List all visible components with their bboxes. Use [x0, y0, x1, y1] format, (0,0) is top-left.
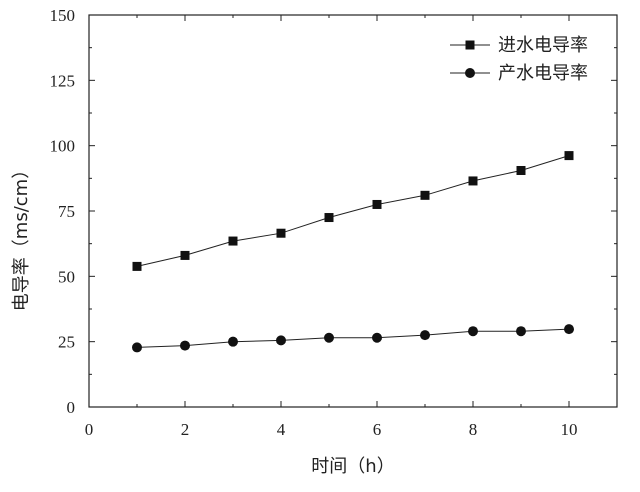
data-point: [132, 261, 142, 271]
x-tick-label: 4: [277, 420, 286, 439]
legend-label-inflow: 进水电导率: [498, 35, 588, 56]
y-tick-label: 50: [58, 267, 75, 286]
data-point: [132, 342, 142, 353]
series-line: [136, 328, 570, 348]
data-point: [228, 236, 238, 246]
data-point: [420, 190, 430, 200]
legend: 进水电导率 产水电导率: [450, 35, 588, 84]
legend-marker-outflow: [465, 68, 475, 78]
data-point: [324, 332, 334, 343]
data-point: [564, 324, 574, 335]
data-point: [276, 228, 286, 238]
series-line: [136, 155, 570, 267]
data-point: [372, 332, 382, 343]
data-point: [516, 326, 526, 337]
y-tick-label: 0: [67, 398, 76, 417]
y-tick-label: 150: [50, 6, 76, 25]
data-point: [276, 335, 286, 346]
series-layer: [132, 151, 574, 353]
data-point: [564, 151, 574, 161]
y-tick-label: 125: [50, 71, 76, 90]
y-tick-label: 100: [50, 137, 76, 156]
legend-marker-inflow: [465, 40, 475, 50]
x-axis-title: 时间（h）: [311, 456, 394, 477]
data-point: [420, 330, 430, 341]
x-tick-label: 10: [561, 420, 578, 439]
data-point: [516, 165, 526, 175]
data-point: [180, 250, 190, 260]
y-tick-label: 25: [58, 333, 75, 352]
x-tick-label: 6: [373, 420, 382, 439]
data-point: [324, 213, 334, 223]
x-tick-label: 8: [469, 420, 478, 439]
series-1: [132, 151, 574, 271]
data-point: [468, 176, 478, 186]
x-tick-label: 2: [181, 420, 190, 439]
data-point: [372, 199, 382, 209]
data-point: [228, 336, 238, 347]
series-2: [132, 324, 574, 353]
data-point: [468, 326, 478, 337]
data-point: [180, 340, 190, 351]
y-tick-label: 75: [58, 202, 75, 221]
y-axis-title: 电导率（ms/cm）: [11, 161, 32, 311]
x-tick-label: 0: [85, 420, 94, 439]
legend-label-outflow: 产水电导率: [498, 63, 588, 84]
